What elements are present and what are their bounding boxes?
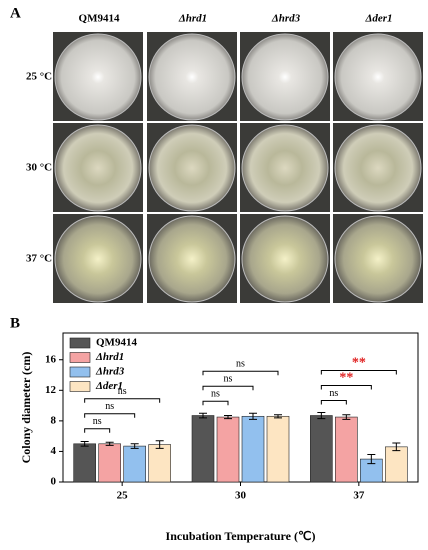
y-tick-label: 4 [51,445,57,457]
error-bar [342,414,351,420]
column-header: Δhrd1 [178,13,207,25]
error-bar [317,411,326,420]
error-bar [80,441,89,447]
row-label: 37 °C [26,253,52,265]
y-axis-label: Colony diameter (cm) [19,352,33,464]
panel-label: B [10,315,20,331]
legend-swatch [69,366,91,378]
column-header: Δhrd3 [271,13,301,25]
row-label: 25 °C [26,71,52,83]
error-bar [367,453,376,465]
petri-dish [148,215,236,303]
legend-label: QM9414 [96,337,137,349]
bar [123,445,146,483]
bar [191,415,215,483]
petri-dish [54,33,142,121]
significance-label: ns [93,416,102,427]
error-bar [274,414,282,419]
petri-dish [334,215,422,303]
legend-swatch [69,381,91,392]
petri-dish [54,215,142,303]
petri-dish [241,215,329,303]
significance-bracket [84,398,161,403]
error-bar [105,441,114,446]
y-tick-label: 8 [51,414,57,426]
panel-label: A [10,5,21,21]
error-bar [130,443,139,449]
bar [73,443,96,483]
bar [241,415,265,483]
y-tick-label: 0 [51,476,57,488]
legend-label: Δder1 [95,380,123,392]
significance-label: ns [236,359,245,370]
significance-bracket [84,428,111,433]
petri-dish [54,124,142,212]
significance-label: ** [352,356,366,371]
bar [385,446,408,483]
error-bar [392,442,401,452]
bar [98,443,121,483]
bar [148,444,171,483]
significance-bracket [202,400,229,406]
significance-bracket [84,413,136,418]
error-bar [249,412,257,420]
significance-bracket [320,384,372,390]
x-tick-label: 30 [235,490,247,502]
y-tick-label: 12 [45,384,57,396]
significance-bracket [202,385,254,391]
column-header: QM9414 [79,13,120,25]
petri-dish [334,124,422,212]
significance-label: ns [224,374,233,385]
x-tick-label: 37 [353,490,365,502]
y-tick-label: 16 [45,353,57,365]
significance-bracket [320,369,397,375]
significance-label: ns [118,386,127,397]
column-header: Δder1 [364,13,392,25]
error-bar [199,412,207,419]
significance-label: ns [329,388,338,399]
legend-swatch [69,337,91,349]
legend-label: Δhrd1 [95,351,124,363]
significance-label: ns [211,389,220,400]
petri-dish [241,124,329,212]
significance-label: ** [339,371,353,386]
bar [335,416,358,483]
bar [266,415,290,483]
error-bar [155,440,164,449]
row-label: 30 °C [26,162,52,174]
bar [216,416,240,483]
petri-dish [241,33,329,121]
legend-label: Δhrd3 [95,366,125,378]
significance-label: ns [105,401,114,412]
x-axis-label: Incubation Temperature (℃) [166,529,316,543]
significance-bracket [202,370,279,376]
error-bar [224,415,232,420]
bar [310,415,333,483]
petri-dish [334,33,422,121]
x-tick-label: 25 [117,490,129,502]
petri-dish [148,33,236,121]
legend-swatch [69,352,91,363]
petri-dish [148,124,236,212]
significance-bracket [320,399,347,405]
